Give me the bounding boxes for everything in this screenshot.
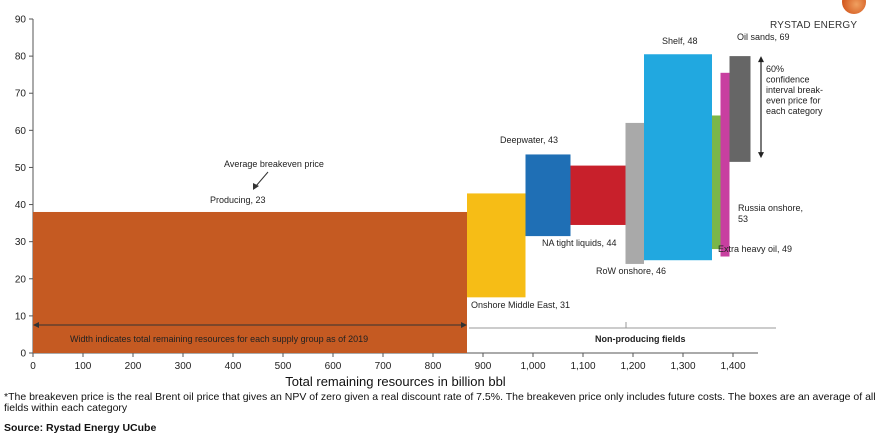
width-indicator-arrow-right: [461, 322, 467, 328]
box-label: Onshore Middle East, 31: [471, 300, 570, 310]
box-label: Producing, 23: [210, 195, 266, 205]
confidence-note-line: confidence: [766, 75, 810, 85]
x-tick-label: 1,100: [570, 361, 595, 372]
rystad-logo-icon: [842, 0, 866, 14]
x-axis-title: Total remaining resources in billion bbl: [285, 374, 506, 389]
box-label: Russia onshore,: [738, 203, 803, 213]
x-tick-label: 400: [225, 361, 242, 372]
y-tick-label: 50: [15, 163, 27, 174]
y-tick-label: 80: [15, 52, 27, 63]
confidence-note-line: interval break-: [766, 85, 823, 95]
x-tick-label: 1,000: [520, 361, 545, 372]
x-tick-label: 900: [475, 361, 492, 372]
y-tick-label: 70: [15, 89, 27, 100]
x-tick-label: 1,200: [620, 361, 645, 372]
non-producing-label: Non-producing fields: [595, 334, 686, 344]
x-tick-label: 0: [30, 361, 36, 372]
box-label: 53: [738, 214, 748, 224]
box-8: [729, 56, 751, 162]
box-label: Extra heavy oil, 49: [718, 244, 792, 254]
y-tick-label: 40: [15, 200, 27, 211]
width-note: Width indicates total remaining resource…: [70, 334, 368, 344]
y-tick-label: 90: [15, 15, 27, 26]
average-breakeven-label: Average breakeven price: [224, 159, 324, 169]
width-indicator-arrow-left: [33, 322, 39, 328]
box-1: [467, 193, 526, 298]
box-label: RoW onshore, 46: [596, 266, 666, 276]
confidence-note-line: 60%: [766, 64, 784, 74]
box-label: Deepwater, 43: [500, 135, 558, 145]
box-label: Shelf, 48: [662, 36, 698, 46]
x-tick-label: 200: [125, 361, 142, 372]
y-tick-label: 10: [15, 311, 27, 322]
supply-boxes: [33, 54, 751, 353]
x-tick-label: 1,400: [720, 361, 745, 372]
box-3: [570, 165, 626, 225]
source-line: Source: Rystad Energy UCube: [4, 422, 157, 434]
box-labels: Producing, 23 Onshore Middle East, 31 Deep…: [210, 32, 803, 310]
box-7: [720, 72, 730, 257]
average-breakeven-arrowhead: [253, 183, 259, 190]
y-tick-label: 30: [15, 237, 27, 248]
brand-name: RYSTAD ENERGY: [770, 20, 858, 31]
confidence-note-line: even price for: [766, 96, 821, 106]
x-tick-label: 500: [275, 361, 292, 372]
box-4: [625, 122, 644, 264]
y-tick-label: 0: [20, 349, 26, 360]
y-tick-label: 20: [15, 274, 27, 285]
x-tick-label: 100: [75, 361, 92, 372]
box-label: NA tight liquids, 44: [542, 238, 617, 248]
y-axis: 0 10 20 30 40 50 60 70 80 90: [15, 15, 34, 360]
x-tick-label: 300: [175, 361, 192, 372]
x-tick-label: 800: [425, 361, 442, 372]
footnote: *The breakeven price is the real Brent o…: [4, 391, 876, 414]
confidence-interval-arrowhead-bottom: [758, 152, 764, 159]
x-tick-label: 1,300: [670, 361, 695, 372]
x-axis: 0 100 200 300 400 500 600 700 800 900 1,000 1,100 1,…: [30, 352, 758, 372]
confidence-interval-arrowhead-top: [758, 56, 764, 63]
confidence-note-line: each category: [766, 106, 823, 116]
box-6: [712, 115, 721, 250]
box-0: [33, 211, 467, 353]
annotations: Average breakeven price Width indicates …: [33, 56, 823, 344]
box-2: [525, 154, 571, 237]
y-tick-label: 60: [15, 126, 27, 137]
x-tick-label: 700: [375, 361, 392, 372]
box-5: [644, 54, 712, 261]
x-tick-label: 600: [325, 361, 342, 372]
box-label: Oil sands, 69: [737, 32, 790, 42]
average-breakeven-arrow: [255, 171, 269, 187]
